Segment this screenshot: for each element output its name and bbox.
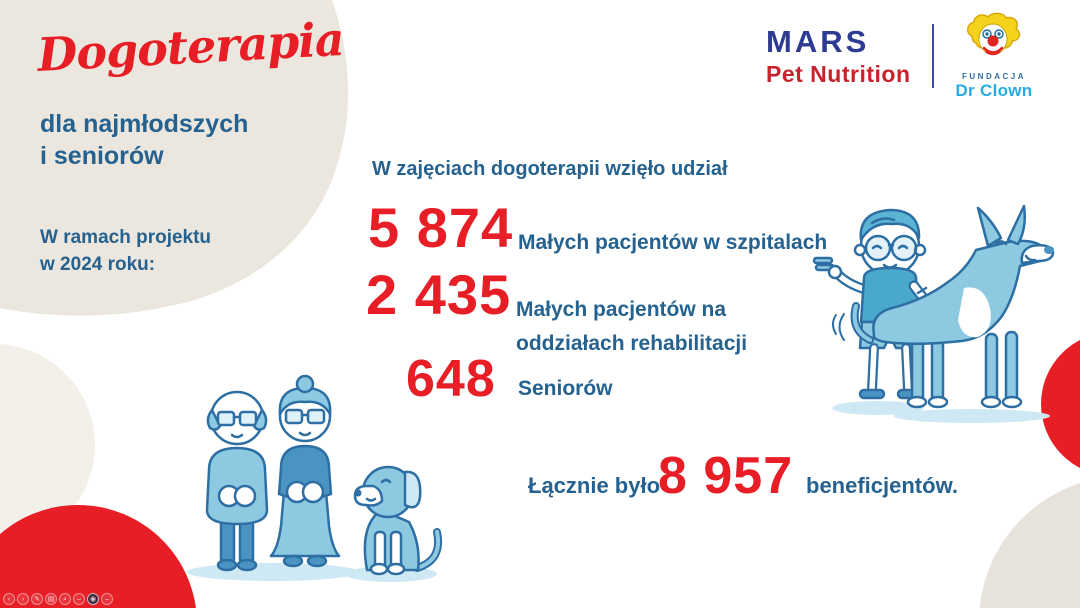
magnifier-icon: ⌕: [63, 596, 67, 603]
mars-wordmark: MARS: [766, 24, 870, 59]
filled-circle-icon: ◉: [89, 596, 97, 603]
total-prefix: Łącznie było: [528, 473, 661, 498]
standing-dog-figure: [872, 204, 1055, 409]
subtitle-line-1: dla najmłodszych: [40, 110, 249, 138]
drclown-logo: FUNDACJA Dr Clown: [950, 12, 1038, 101]
highlighter-icon: ▤: [47, 596, 55, 603]
chevron-right-icon: ›: [21, 596, 25, 603]
page-title: Dogoterapia: [36, 11, 345, 82]
logo-divider: [932, 24, 934, 88]
elderly-couple-and-dog-illustration: [187, 374, 442, 582]
stats-heading: W zajęciach dogoterapii wzięło udział: [372, 158, 728, 180]
annotation-toolbar: ‹ › ✎ ▤ ⌕ – ◉ –: [3, 593, 113, 605]
sitting-dog-figure: [353, 465, 442, 576]
context-line-1: W ramach projektu: [40, 227, 212, 248]
mars-tagline: Pet Nutrition: [766, 61, 911, 87]
zoom-tool-button[interactable]: ⌕: [59, 593, 71, 605]
project-context: W ramach projektu w 2024 roku:: [40, 224, 211, 278]
subtitle-line-2: i seniorów: [40, 142, 164, 170]
stat-value-seniors: 648: [406, 350, 496, 408]
minimize-button[interactable]: –: [73, 593, 85, 605]
beige-circle-bottom-right: [979, 483, 1080, 608]
pen-icon: ✎: [34, 596, 40, 603]
highlighter-tool-button[interactable]: ▤: [45, 593, 57, 605]
chevron-left-icon: ‹: [7, 596, 11, 603]
stat-label-hospital: Małych pacjentów w szpitalach: [518, 231, 828, 254]
grandma-figure: [269, 374, 341, 568]
page-subtitle: dla najmłodszych i seniorów: [40, 108, 248, 172]
pen-tool-button[interactable]: ✎: [31, 593, 43, 605]
context-line-2: w 2024 roku:: [40, 254, 156, 275]
drclown-org-label: FUNDACJA: [962, 72, 1026, 81]
clown-face-icon: [967, 12, 1021, 56]
current-tool-button[interactable]: ◉: [87, 593, 99, 605]
stat-value-rehab: 2 435: [366, 263, 512, 326]
prev-button[interactable]: ‹: [3, 593, 15, 605]
total-value: 8 957: [658, 447, 794, 505]
stat-label-rehab: Małych pacjentów na oddziałach rehabilit…: [516, 293, 747, 361]
beige-circle-left: [0, 344, 95, 546]
more-button[interactable]: –: [101, 593, 113, 605]
dash-icon: –: [105, 596, 109, 603]
stat-label-rehab-line-1: Małych pacjentów na: [516, 298, 727, 321]
stat-label-seniors: Seniorów: [518, 377, 613, 400]
grandpa-figure: [205, 390, 269, 572]
stat-label-rehab-line-2: oddziałach rehabilitacji: [516, 332, 748, 355]
next-button[interactable]: ›: [17, 593, 29, 605]
drclown-wordmark: Dr Clown: [955, 81, 1033, 100]
minus-icon: –: [77, 596, 81, 603]
stat-value-hospital: 5 874: [368, 196, 514, 259]
total-suffix: beneficjentów.: [806, 473, 958, 498]
boy-petting-dog-illustration: [812, 204, 1055, 423]
mars-logo: MARS Pet Nutrition: [766, 26, 911, 88]
